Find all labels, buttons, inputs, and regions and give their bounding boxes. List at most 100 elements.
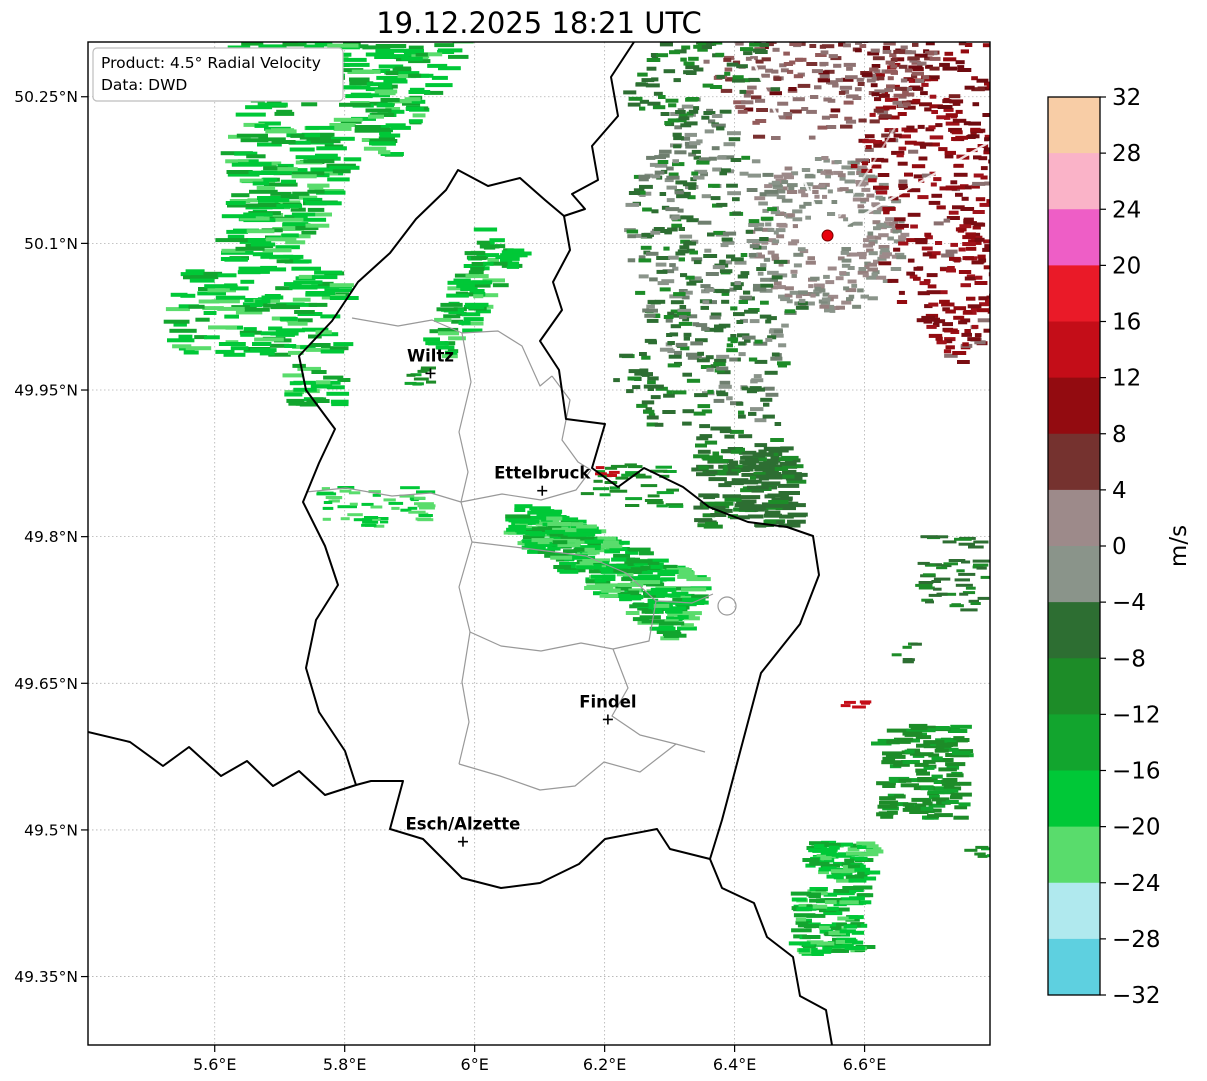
radar-echo-bin: [771, 256, 780, 261]
radar-echo-bin: [968, 545, 984, 549]
radar-echo-bin: [320, 349, 345, 354]
radar-echo-bin: [714, 358, 727, 363]
radar-echo-bin: [275, 286, 293, 291]
radar-echo-bin: [784, 286, 794, 291]
radar-echo-bin: [414, 502, 434, 506]
radar-echo-bin: [888, 61, 895, 66]
radar-echo-bin: [743, 51, 753, 56]
radar-echo-bin: [664, 178, 674, 183]
radar-echo-bin: [666, 333, 673, 337]
radar-echo-bin: [232, 27, 250, 31]
radar-echo-bin: [891, 225, 898, 230]
radar-echo-bin: [1010, 31, 1022, 35]
radar-echo-bin: [772, 239, 780, 244]
radar-echo-bin: [670, 313, 683, 318]
radar-echo-bin: [195, 317, 210, 322]
radar-echo-bin: [756, 245, 767, 250]
radar-echo-bin: [730, 515, 750, 520]
radar-echo-bin: [929, 94, 937, 99]
radar-echo-bin: [755, 119, 767, 123]
radar-echo-bin: [811, 841, 829, 846]
radar-echo-bin: [892, 229, 899, 234]
radar-echo-bin: [225, 159, 249, 164]
radar-echo-bin: [1006, 237, 1015, 241]
radar-echo-bin: [650, 300, 661, 305]
radar-echo-bin: [758, 476, 769, 481]
radar-echo-bin: [531, 527, 553, 532]
radar-echo-bin: [500, 257, 513, 262]
radar-echo-bin: [640, 561, 660, 566]
radar-echo-bin: [683, 61, 695, 66]
radar-echo-bin: [958, 542, 975, 546]
radar-echo-bin: [315, 153, 338, 158]
radar-echo-bin: [760, 464, 768, 469]
radar-echo-bin: [673, 136, 684, 141]
radar-echo-bin: [616, 566, 643, 570]
radar-echo-bin: [923, 765, 935, 770]
radar-echo-bin: [211, 299, 240, 304]
radar-echo-bin: [465, 302, 489, 307]
radar-echo-bin: [592, 487, 610, 491]
radar-echo-bin: [751, 378, 764, 383]
radar-echo-bin: [599, 567, 625, 572]
radar-echo-bin: [921, 12, 928, 16]
radar-echo-bin: [665, 503, 684, 507]
radar-echo-bin: [246, 154, 266, 159]
y-tick-label: 50.1°N: [24, 235, 78, 253]
radar-echo-bin: [946, 268, 956, 273]
radar-echo-bin: [621, 473, 639, 477]
radar-echo-bin: [198, 287, 215, 291]
radar-echo-bin: [958, 270, 972, 274]
radar-echo-bin: [815, 53, 827, 57]
radar-echo-bin: [941, 253, 955, 258]
radar-echo-bin: [537, 540, 550, 545]
radar-echo-bin: [984, 134, 990, 139]
radar-echo-bin: [690, 276, 702, 281]
radar-echo-bin: [847, 222, 854, 227]
radar-echo-bin: [874, 89, 885, 94]
radar-echo-bin: [288, 140, 311, 145]
radar-echo-bin: [908, 65, 923, 70]
radar-echo-bin: [890, 70, 898, 75]
radar-echo-bin: [702, 456, 716, 461]
radar-echo-bin: [619, 540, 630, 545]
radar-echo-bin: [257, 102, 288, 107]
radar-echo-bin: [639, 368, 649, 373]
radar-echo-bin: [862, 139, 876, 144]
radar-echo-bin: [593, 479, 603, 483]
radar-echo-bin: [762, 414, 775, 419]
radar-echo-bin: [741, 34, 753, 38]
x-tick-label: 6.4°E: [713, 1055, 757, 1074]
radar-echo-bin: [847, 864, 861, 869]
radar-echo-bin: [226, 170, 253, 174]
radar-echo-bin: [984, 81, 990, 86]
radar-echo-bin: [826, 125, 837, 129]
radar-echo-bin: [743, 107, 754, 112]
radar-echo-bin: [438, 66, 461, 71]
radar-echo-bin: [884, 137, 896, 142]
radar-echo-bin: [924, 77, 931, 82]
radar-echo-bin: [893, 20, 901, 24]
plot-frame: [87, 41, 991, 1046]
radar-echo-bin: [896, 0, 910, 2]
radar-echo-bin: [683, 336, 690, 341]
radar-echo-bin: [492, 283, 509, 288]
radar-echo-bin: [835, 276, 844, 281]
radar-echo-bin: [898, 236, 907, 241]
radar-echo-bin: [215, 349, 235, 354]
radar-echo-bin: [273, 217, 304, 222]
radar-echo-bin: [878, 93, 890, 98]
radar-echo-bin: [992, 79, 1004, 83]
radar-echo-bin: [893, 239, 905, 244]
radar-echo-bin: [682, 611, 702, 616]
radar-echo-bin: [889, 222, 895, 226]
radar-echo-bin: [703, 12, 717, 16]
radar-echo-bin: [893, 133, 902, 138]
radar-echo-bin: [290, 133, 305, 138]
radar-echo-bin: [231, 193, 250, 198]
radar-echo-bin: [866, 248, 874, 253]
radar-echo-bin: [754, 254, 765, 259]
radar-echo-bin: [649, 162, 659, 167]
radar-echo-bin: [765, 68, 773, 73]
radar-echo-bin: [671, 223, 683, 228]
